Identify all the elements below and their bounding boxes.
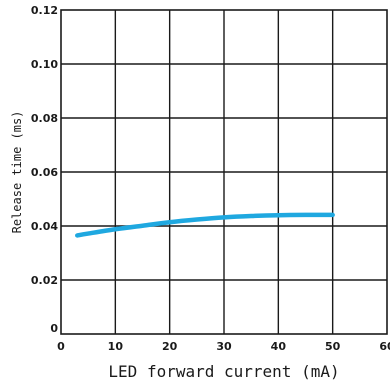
x-tick-label: 40 (271, 340, 287, 353)
y-tick-label: 0.12 (31, 4, 58, 17)
plot-frame (60, 9, 388, 335)
series-layer (75, 212, 335, 238)
y-axis-label: Release time (ms) (10, 111, 24, 234)
x-axis-label: LED forward current (mA) (108, 362, 339, 381)
x-tick-label: 10 (108, 340, 124, 353)
y-tick-label: 0 (50, 322, 58, 335)
tick-labels: 0 10 20 30 40 50 60 0 0.02 0.04 0.06 0.08 0.10 0.12 (31, 4, 390, 353)
y-tick-label: 0.08 (31, 112, 58, 125)
y-tick-label: 0.06 (31, 166, 58, 179)
grid-layer (60, 9, 388, 335)
y-tick-label: 0.10 (31, 58, 58, 71)
x-tick-label: 50 (325, 340, 341, 353)
x-tick-label: 0 (57, 340, 65, 353)
y-tick-label: 0.04 (31, 220, 58, 233)
y-tick-label: 0.02 (31, 274, 58, 287)
x-tick-label: 60 (379, 340, 390, 353)
x-tick-label: 30 (216, 340, 232, 353)
series-line-release-time (75, 212, 335, 238)
x-tick-label: 20 (162, 340, 178, 353)
